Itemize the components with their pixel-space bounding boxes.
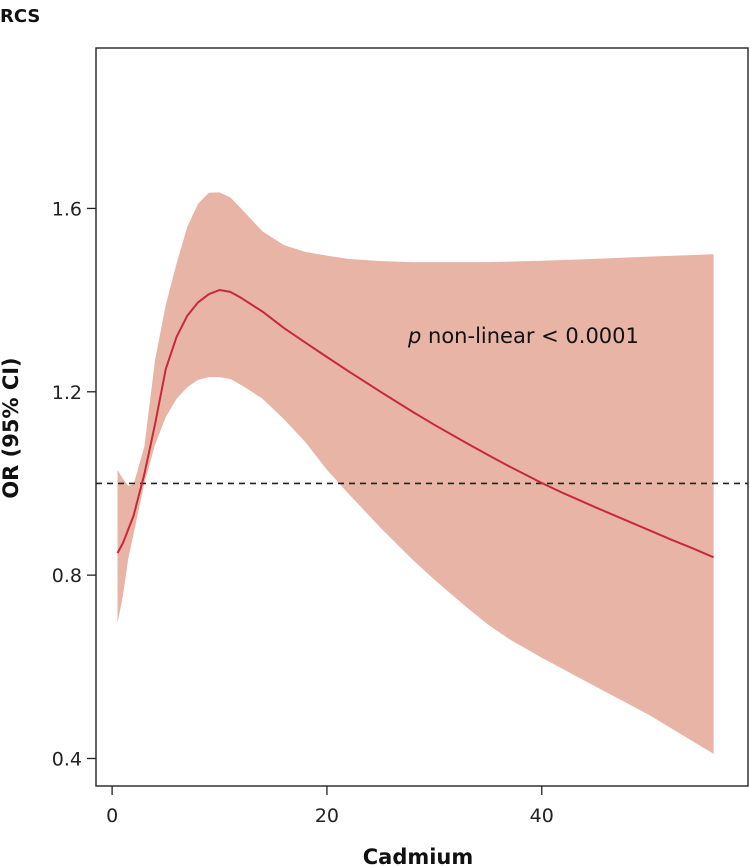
p-symbol: p (407, 324, 421, 348)
nonlinearity-text: non-linear < 0.0001 (421, 324, 639, 348)
or-curve (116, 289, 714, 559)
axes: 0 20 40 0.4 0.8 1.2 1.6 (52, 198, 554, 827)
x-tick-label: 40 (530, 805, 554, 827)
x-axis-title: Cadmium (363, 845, 474, 866)
nonlinearity-annotation: p non-linear < 0.0001 (407, 324, 639, 348)
plot-frame (95, 47, 749, 787)
y-tick-label: 1.6 (52, 198, 82, 220)
panel-title: RCS (0, 6, 40, 27)
y-tick-label: 0.8 (52, 565, 82, 587)
y-tick-label: 1.2 (52, 382, 82, 404)
x-tick-label: 0 (106, 805, 118, 827)
plot-area (96, 192, 748, 754)
y-axis-title: OR (95% CI) (0, 357, 23, 498)
confidence-band (117, 192, 714, 754)
y-tick-label: 0.4 (52, 748, 82, 770)
x-tick-label: 20 (315, 805, 339, 827)
